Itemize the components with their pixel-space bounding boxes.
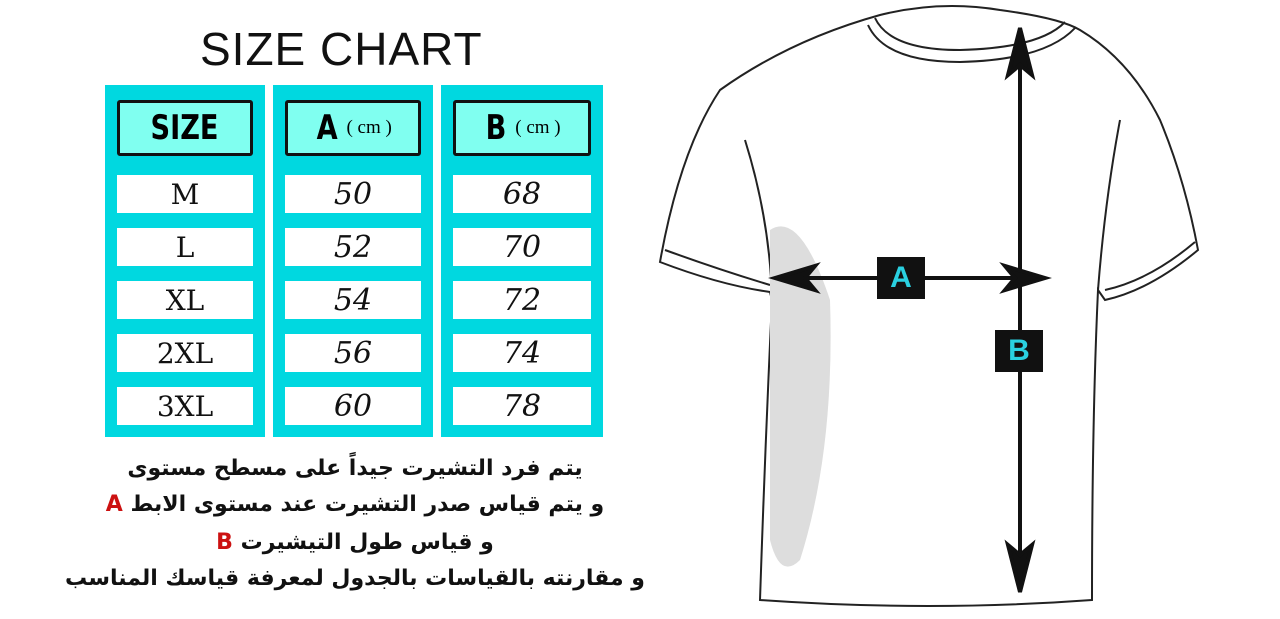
tshirt-icon [658, 5, 1200, 607]
cell-a: 60 [285, 387, 421, 425]
cell-b: 72 [453, 281, 591, 319]
arrow-head-left [768, 262, 821, 294]
a-header-label: A [316, 108, 338, 148]
cell-size: XL [117, 281, 253, 319]
cell-a: 54 [285, 281, 421, 319]
chart-title: SIZE CHART [200, 23, 483, 75]
cell-b: 70 [453, 228, 591, 266]
arrow-head-up [1004, 27, 1036, 81]
cell-b: 74 [453, 334, 591, 372]
cell-a: 50 [285, 175, 421, 213]
a-header: A ( cm ) [285, 100, 421, 156]
size-header: SIZE [117, 100, 253, 156]
label-b: B [995, 330, 1043, 372]
arrow-head-down [1004, 539, 1036, 593]
cell-size: M [117, 175, 253, 213]
cell-a: 56 [285, 334, 421, 372]
arrow-head-right [999, 262, 1052, 294]
cell-b: 68 [453, 175, 591, 213]
cell-size: 2XL [117, 334, 253, 372]
unit-label: ( cm ) [515, 117, 561, 138]
unit-label: ( cm ) [346, 117, 392, 138]
cell-size: L [117, 228, 253, 266]
instruction-text: و قياس طول التيشيرت [240, 530, 494, 555]
cell-size: 3XL [117, 387, 253, 425]
marker-b: B [216, 530, 233, 555]
label-a: A [877, 257, 925, 299]
b-column: B ( cm ) 68 70 72 74 78 [441, 85, 603, 437]
b-header: B ( cm ) [453, 100, 591, 156]
shadow [770, 226, 831, 567]
instruction-line-3: و قياس طول التيشيرت B [60, 530, 650, 555]
size-column: SIZE M L XL 2XL 3XL [105, 85, 265, 437]
instruction-line-2: و يتم قياس صدر التشيرت عند مستوى الابط A [60, 492, 650, 517]
marker-a: A [105, 492, 123, 517]
instruction-line-4: و مقارنته بالقياسات بالجدول لمعرفة قياسك… [65, 566, 645, 591]
b-header-label: B [485, 108, 507, 148]
a-column: A ( cm ) 50 52 54 56 60 [273, 85, 433, 437]
arrows [768, 27, 1052, 593]
cell-b: 78 [453, 387, 591, 425]
instruction-line-1: يتم فرد التشيرت جيداً على مسطح مستوى [127, 456, 583, 481]
instruction-text: و يتم قياس صدر التشيرت عند مستوى الابط [130, 492, 605, 517]
cell-a: 52 [285, 228, 421, 266]
size-header-label: SIZE [150, 108, 220, 148]
